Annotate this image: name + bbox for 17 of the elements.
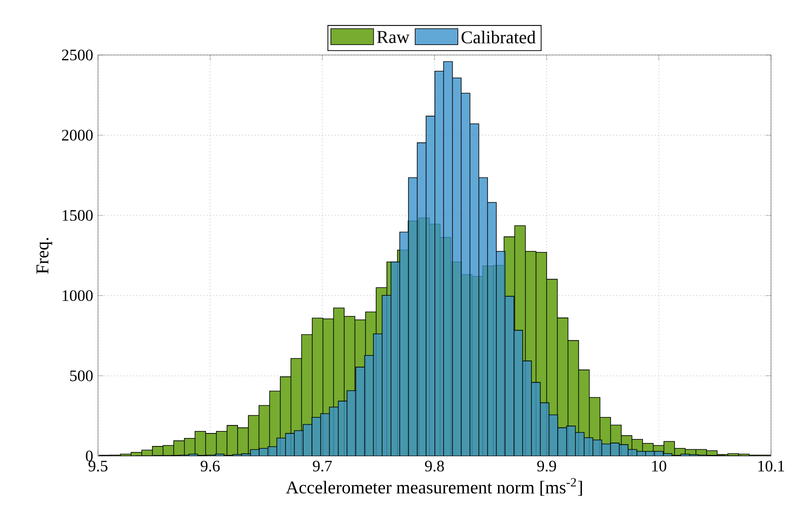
x-tick-label: 9.7 xyxy=(312,460,332,472)
x-tick-label: 9.9 xyxy=(537,460,556,472)
x-axis-title: Accelerometer measurement norm [ms$^{-2}$] xyxy=(286,478,582,496)
y-axis-title: Freq. xyxy=(36,238,52,274)
legend-label: Calibrated xyxy=(462,30,536,44)
x-tick-label: 9.6 xyxy=(200,460,220,472)
x-tick-label: 10.1 xyxy=(758,460,784,472)
legend-label: Raw xyxy=(377,31,410,44)
y-tick-label: 1500 xyxy=(62,210,93,221)
x-tick-label: 9.8 xyxy=(425,460,444,472)
y-tick-label: 500 xyxy=(70,370,93,382)
y-tick-label: 2500 xyxy=(62,50,93,60)
y-tick-label: 0 xyxy=(86,450,93,462)
y-tick-label: 1000 xyxy=(62,290,93,301)
y-tick-label: 2000 xyxy=(62,130,93,141)
x-tick-label: 9.5 xyxy=(88,460,108,472)
x-tick-label: 10 xyxy=(652,460,666,472)
